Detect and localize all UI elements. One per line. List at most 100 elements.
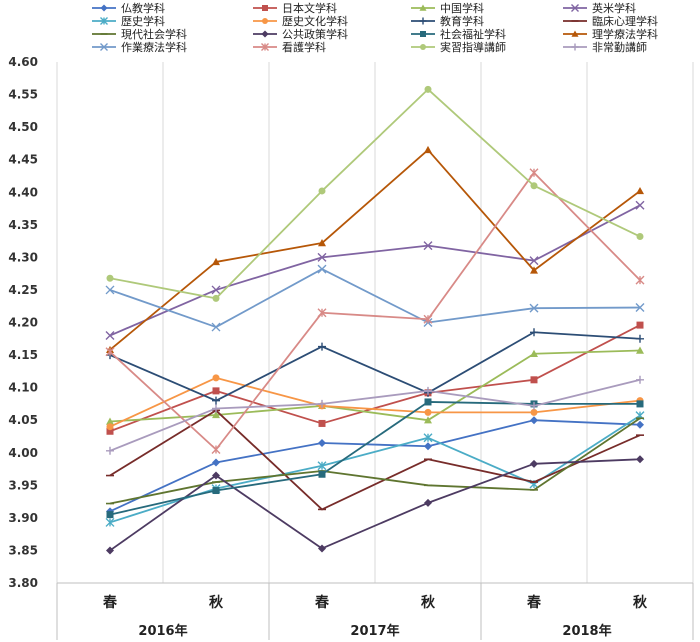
- data-point: [424, 408, 432, 416]
- y-tick-label: 3.85: [8, 543, 38, 557]
- data-point: [424, 498, 432, 507]
- data-point: [424, 442, 432, 451]
- y-tick-label: 4.40: [8, 185, 38, 199]
- legend-entry: 社会福祉学科: [411, 27, 506, 41]
- data-point: [424, 145, 432, 154]
- x-group-label: 2017年: [350, 623, 399, 639]
- y-tick-label: 4.50: [8, 120, 38, 134]
- data-point: [106, 274, 114, 282]
- legend-label: 日本文学科: [282, 1, 337, 15]
- series-非常勤講師: [106, 375, 644, 455]
- data-point: [106, 423, 114, 431]
- data-point: [212, 396, 220, 405]
- series-公共政策学科: [106, 455, 644, 555]
- y-tick-label: 4.35: [8, 218, 38, 232]
- data-point: [105, 331, 115, 341]
- y-tick-label: 4.15: [8, 348, 38, 362]
- legend-entry: 仏教学科: [92, 1, 165, 15]
- data-point: [424, 85, 432, 93]
- data-point: [262, 5, 268, 11]
- legend-label: 臨床心理学科: [592, 14, 658, 28]
- series-line: [109, 409, 641, 511]
- data-point: [105, 285, 115, 295]
- x-tick-label: 秋: [421, 594, 436, 611]
- data-point: [636, 400, 644, 408]
- legend-entry: 歴史学科: [92, 14, 165, 28]
- data-point: [212, 294, 220, 302]
- y-tick-label: 4.10: [8, 381, 38, 395]
- legend-entry: 実習指導講師: [411, 40, 506, 54]
- data-point: [571, 4, 579, 12]
- series-仏教学科: [106, 416, 644, 516]
- legend-entry: 作業療法学科: [92, 40, 187, 54]
- grid: [56, 62, 694, 584]
- y-tick-label: 3.90: [8, 511, 38, 525]
- y-tick-label: 4.20: [8, 316, 38, 330]
- data-point: [212, 410, 220, 419]
- legend-entry: 中国学科: [411, 1, 484, 15]
- legend-entry: 現代社会学科: [92, 27, 187, 41]
- data-point: [317, 308, 327, 318]
- legend-label: 歴史学科: [121, 14, 165, 28]
- data-point: [636, 346, 644, 354]
- legend-label: 教育学科: [440, 14, 484, 28]
- y-tick-label: 4.55: [8, 88, 38, 102]
- data-point: [635, 303, 645, 313]
- data-point: [636, 420, 644, 429]
- y-tick-label: 3.95: [8, 478, 38, 492]
- data-point: [262, 18, 268, 24]
- legend-label: 英米学科: [592, 1, 636, 15]
- series-実習指導講師: [106, 85, 644, 302]
- legend-label: 作業療法学科: [121, 40, 187, 54]
- data-point: [212, 257, 220, 266]
- data-point: [100, 4, 108, 12]
- data-point: [636, 375, 644, 384]
- data-point: [530, 416, 538, 425]
- data-point: [636, 233, 644, 241]
- data-point: [530, 408, 538, 416]
- series-英米学科: [105, 200, 645, 341]
- data-point: [318, 470, 326, 478]
- x-group-label: 2018年: [562, 623, 611, 639]
- series-line: [109, 458, 641, 552]
- series-line: [109, 401, 640, 516]
- data-point: [318, 544, 326, 553]
- legend-label: 非常勤講師: [592, 40, 647, 54]
- plot-area: [105, 85, 645, 555]
- data-point: [318, 419, 326, 427]
- series-line: [109, 331, 641, 402]
- legend-label: 社会福祉学科: [440, 27, 506, 41]
- data-point: [317, 252, 327, 262]
- data-point: [211, 322, 221, 332]
- series-看護学科: [105, 168, 645, 454]
- data-point: [318, 187, 326, 195]
- legend-entry: 歴史文化学科: [253, 14, 348, 28]
- data-point: [636, 186, 644, 195]
- legend-entry: 臨床心理学科: [563, 14, 658, 28]
- data-point: [318, 342, 326, 351]
- legend-label: 中国学科: [440, 1, 484, 15]
- series-line: [109, 204, 641, 337]
- data-point: [529, 303, 539, 313]
- data-point: [105, 347, 115, 357]
- series-line: [109, 268, 641, 328]
- data-point: [100, 17, 108, 25]
- legend-label: 仏教学科: [121, 1, 165, 15]
- data-point: [530, 401, 538, 410]
- data-point: [318, 438, 326, 447]
- y-tick-label: 3.80: [8, 576, 38, 590]
- data-point: [212, 487, 220, 495]
- y-tick-label: 4.25: [8, 283, 38, 297]
- data-point: [420, 31, 426, 37]
- series-line: [109, 378, 641, 452]
- data-point: [106, 446, 114, 455]
- y-tick-label: 4.05: [8, 413, 38, 427]
- data-point: [636, 334, 644, 343]
- legend-entry: 非常勤講師: [563, 40, 647, 54]
- data-point: [530, 266, 538, 274]
- data-point: [636, 321, 644, 329]
- data-point: [211, 285, 221, 295]
- data-point: [100, 43, 108, 51]
- y-tick-label: 4.30: [8, 250, 38, 264]
- legend-entry: 公共政策学科: [253, 27, 348, 41]
